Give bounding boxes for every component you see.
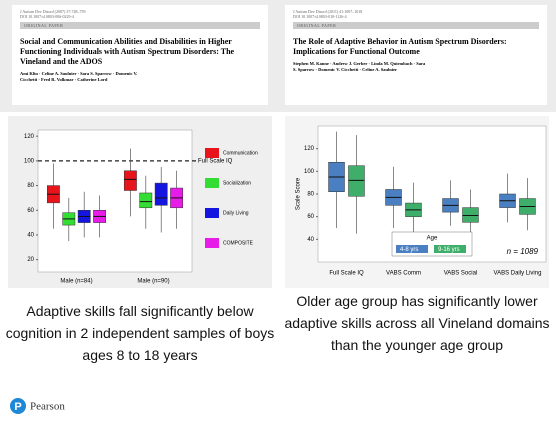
y-tick-label: 60 — [27, 208, 34, 214]
annotation: n = 1089 — [507, 247, 539, 256]
plot-area — [38, 130, 192, 272]
legend-label: COMPOSITE — [223, 240, 254, 246]
x-tick-label: Male (n=84) — [60, 279, 92, 285]
y-tick-label: 40 — [27, 233, 34, 239]
y-tick-label: 120 — [304, 146, 315, 152]
x-tick-label: VABS Daily Living — [494, 271, 542, 277]
y-tick-label: 100 — [24, 158, 35, 164]
legend-swatch — [205, 208, 219, 218]
x-tick-label: Full Scale IQ — [329, 271, 364, 277]
legend-swatch — [205, 148, 219, 158]
legend-label: 4-8 yrs — [400, 247, 418, 253]
y-axis-label: Scale Score — [296, 177, 302, 210]
y-tick-label: 80 — [27, 183, 34, 189]
logo-text: Pearson — [30, 401, 65, 413]
y-tick-label: 20 — [27, 257, 34, 263]
box — [140, 193, 152, 208]
legend-swatch — [205, 178, 219, 188]
y-tick-label: 120 — [24, 134, 35, 140]
legend-label: 9-16 yrs — [438, 247, 460, 253]
x-tick-label: Male (n=90) — [137, 279, 169, 285]
x-tick-label: VABS Social — [444, 271, 478, 277]
box — [348, 166, 364, 197]
box — [462, 208, 478, 223]
y-tick-label: 80 — [307, 192, 314, 198]
caption: Adaptive skills fall significantly below… — [5, 300, 275, 366]
legend-swatch — [205, 238, 219, 248]
logo-mark: P — [14, 401, 21, 413]
caption: Older age group has significantly lower … — [282, 290, 552, 356]
box — [155, 183, 167, 205]
y-tick-label: 100 — [304, 169, 315, 175]
y-tick-label: 40 — [307, 237, 314, 243]
legend-label: Socialization — [223, 180, 251, 186]
slide: J Autism Dev Disord (2007) 37:748–759 DO… — [0, 0, 556, 422]
legend-title: Age — [427, 236, 438, 242]
box — [124, 171, 136, 191]
y-tick-label: 60 — [307, 214, 314, 220]
reference-label: Full Scale IQ — [198, 158, 233, 164]
x-tick-label: VABS Comm — [386, 271, 421, 277]
legend-label: Daily Living — [223, 210, 249, 216]
legend-label: Communication — [223, 150, 258, 156]
